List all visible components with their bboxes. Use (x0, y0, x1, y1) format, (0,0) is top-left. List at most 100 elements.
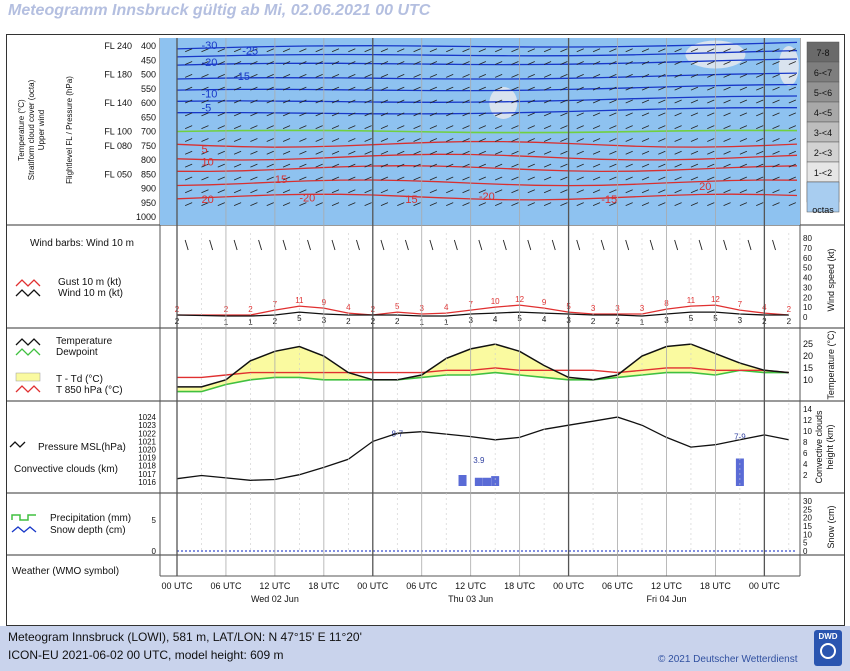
upper-wind-barb (527, 202, 535, 206)
upper-wind-barb (674, 176, 682, 181)
upper-wind-barb (331, 48, 340, 53)
upper-wind-barb (282, 86, 291, 91)
convective-bar (491, 476, 500, 486)
upper-wind-barb (543, 189, 552, 194)
upper-wind-barb (348, 99, 356, 104)
upper-wind-barb (413, 86, 421, 91)
upper-wind-barb (331, 138, 340, 142)
upper-wind-barb (233, 176, 242, 181)
upper-wind-barb (788, 48, 796, 53)
upper-wind-barb (185, 163, 193, 168)
upper-wind-barb (282, 150, 291, 155)
upper-wind-barb (315, 86, 323, 91)
convective-bar (474, 477, 483, 486)
upper-wind-barb (413, 150, 421, 155)
upper-wind-barb (201, 189, 209, 194)
wind-barb (209, 239, 214, 251)
isotherm-label: 20 (699, 181, 711, 193)
upper-wind-barb (592, 202, 601, 206)
upper-wind-barb (266, 86, 274, 91)
pressure-ytick-label: 1016 (138, 478, 156, 487)
upper-wind-barb (756, 163, 764, 168)
upper-wind-barb (397, 176, 405, 181)
upper-wind-barb (707, 99, 715, 104)
upper-wind-barb (739, 86, 748, 91)
upper-wind-barb (413, 61, 421, 65)
pressure-legend-label: Pressure MSL(hPa) (38, 442, 126, 453)
upper-wind-barb (201, 150, 209, 155)
upper-wind-barb (299, 86, 307, 91)
upper-wind-barb (723, 189, 731, 194)
upper-wind-barb (364, 202, 372, 206)
upper-wind-barb (380, 176, 389, 181)
upper-wind-barb (185, 176, 193, 181)
upper-wind-barb (331, 112, 340, 117)
upper-wind-barb (364, 176, 372, 181)
wind-barb (674, 239, 679, 251)
upper-wind-barb (446, 99, 454, 104)
wind-ytick-label: 50 (803, 264, 812, 273)
upper-wind-barb (348, 138, 356, 142)
upper-wind-barb (707, 176, 715, 181)
page-title: Meteogramm Innsbruck gültig ab Mi, 02.06… (8, 2, 431, 19)
upper-wind-barb (217, 48, 225, 53)
upper-wind-barb (756, 176, 764, 181)
upper-wind-barb (641, 163, 650, 168)
upper-wind-barb (299, 112, 307, 117)
xtick-label: 18 UTC (504, 581, 536, 591)
upper-wind-barb (609, 112, 617, 117)
upper-wind-barb (592, 61, 601, 65)
snow-ylabel: Snow (cm) (826, 505, 836, 548)
upper-wind-barb (739, 73, 748, 78)
upper-wind-barb (723, 48, 731, 53)
upper-wind-barb (364, 48, 372, 53)
upper-wind-barb (609, 176, 617, 181)
upper-wind-barb (772, 202, 780, 206)
spread-legend-label: T - Td (°C) (56, 374, 103, 385)
upper-wind-barb (413, 48, 421, 53)
isotherm-label: 10 (201, 157, 213, 169)
xtick-label: 06 UTC (602, 581, 634, 591)
upper-wind-barb (315, 176, 323, 181)
upper-wind-barb (446, 112, 454, 117)
upper-wind-barb (592, 125, 601, 130)
upper-wind-barb (315, 189, 323, 194)
upper-wind-barb (495, 48, 503, 53)
upper-wind-barb (543, 125, 552, 130)
upper-wind-barb (250, 73, 258, 78)
wind-barb (576, 239, 581, 251)
upper-wind-barb (462, 163, 470, 168)
upper-wind-barb (641, 138, 650, 142)
upper-wind-barb (788, 138, 796, 142)
wind-barb (404, 239, 409, 251)
dwd-logo-text: DWD (818, 632, 838, 641)
upper-wind-barb (756, 150, 764, 155)
upper-wind-barb (201, 61, 209, 65)
upper-wind-barb (185, 48, 193, 53)
upper-wind-barb (788, 163, 796, 168)
upper-wind-barb (609, 125, 617, 130)
upper-wind-barb (576, 73, 584, 78)
upper-wind-barb (217, 112, 225, 117)
gust-value-label: 5 (395, 302, 400, 311)
upper-wind-barb (511, 163, 519, 168)
xtick-label: 00 UTC (749, 581, 781, 591)
upper-wind-barb (282, 99, 291, 104)
upper-wind-barb (592, 150, 601, 155)
snow-ytick-label: 5 (803, 539, 808, 548)
upper-wind-barb (446, 73, 454, 78)
isotherm-label: 15 (275, 174, 287, 186)
pressure-ytick-label: 1022 (138, 429, 156, 438)
upper-wind-barb (690, 202, 699, 206)
upper-wind-barb (772, 176, 780, 181)
upper-wind-barb (380, 99, 389, 104)
upper-wind-barb (348, 189, 356, 194)
upper-wind-barb (201, 176, 209, 181)
upper-wind-barb (658, 73, 666, 78)
upper-wind-barb (250, 48, 258, 53)
upper-wind-barb (478, 202, 486, 206)
upper-wind-barb (723, 176, 731, 181)
upper-wind-barb (511, 125, 519, 130)
octa-legend-label: 6-<7 (814, 68, 832, 78)
upper-wind-barb (739, 150, 748, 155)
